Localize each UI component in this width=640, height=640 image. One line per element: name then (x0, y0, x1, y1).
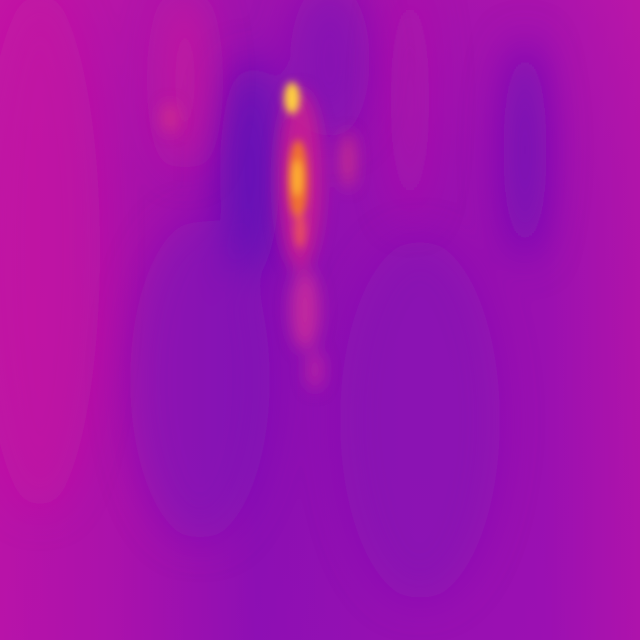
hot-spots (284, 82, 308, 248)
warm-streaks (0, 0, 430, 510)
cool-streaks (130, 0, 547, 600)
